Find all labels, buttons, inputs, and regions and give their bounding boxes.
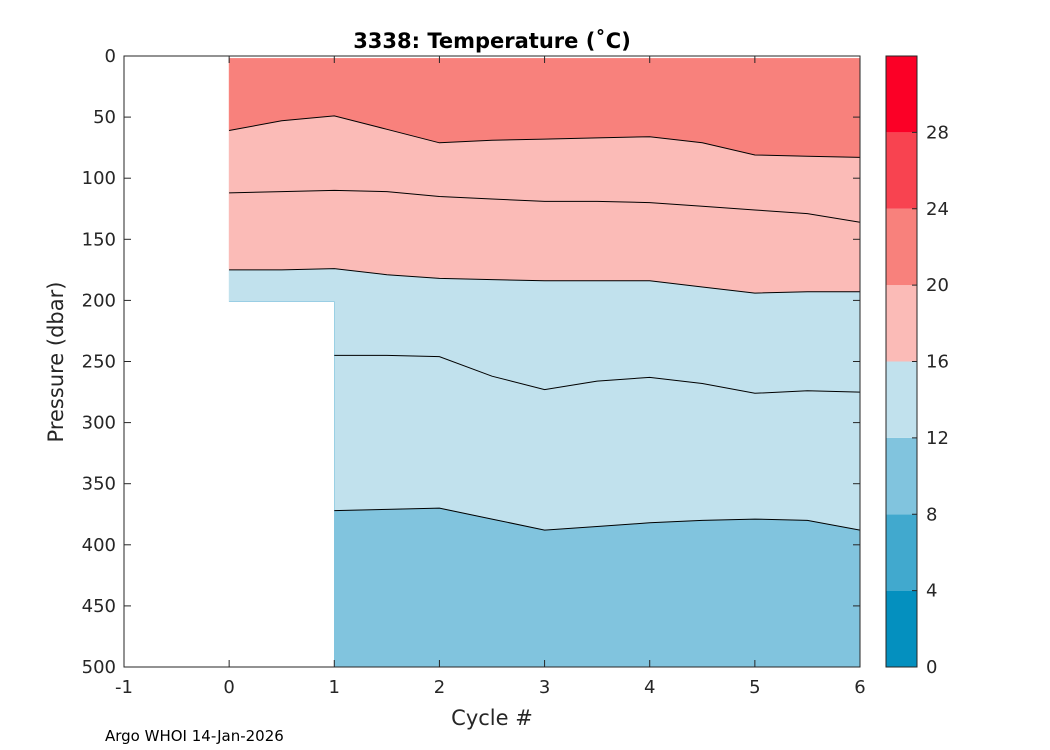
y-tick-label: 250 [82,352,116,373]
y-tick-label: 100 [82,168,116,189]
y-tick-label: 0 [105,46,116,67]
x-tick-label: 3 [539,677,550,698]
colorbar-tick-label: 20 [926,275,949,296]
x-tick-label: 4 [644,677,655,698]
x-tick-label: 5 [749,677,760,698]
y-axis: 0 50 100 150 200 250 300 350 400 450 500 [82,46,860,678]
x-axis-label: Cycle # [451,706,533,730]
x-tick-label: 0 [223,677,234,698]
colorbar-tick-label: 4 [926,581,937,602]
colorbar-tick-label: 28 [926,122,949,143]
x-tick-label: -1 [115,677,133,698]
y-tick-label: 350 [82,474,116,495]
x-tick-label: 2 [434,677,445,698]
colorbar-tick-label: 8 [926,504,937,525]
y-axis-label: Pressure (dbar) [44,282,68,443]
isotherm-lines [229,115,861,531]
x-tick-label: 6 [854,677,865,698]
isotherm-16 [229,189,861,223]
colorbar-swatch-20-24 [886,208,917,286]
colorbar-swatch-4-8 [886,514,917,591]
colorbar-swatch-24-28 [886,132,917,209]
contour-bands [228,58,861,668]
colorbar-swatch-8-12 [886,437,917,515]
chart-title: 3338: Temperature (˚C) [353,29,631,53]
y-tick-label: 300 [82,413,116,434]
x-tick-label: 1 [329,677,340,698]
colorbar-tick-label: 12 [926,428,949,449]
y-tick-label: 200 [82,290,116,311]
colorbar-swatch-12-16 [886,361,917,438]
y-tick-label: 500 [82,657,116,678]
isotherm-10 [334,507,861,531]
isotherm-12 [334,354,861,394]
colorbar-swatch-16-20 [886,285,917,362]
y-tick-label: 150 [82,229,116,250]
isotherm-14 [229,268,860,294]
colorbar: 0 4 8 12 16 20 24 28 [885,55,949,678]
y-tick-label: 50 [93,107,116,128]
isotherm-20 [229,115,861,158]
colorbar-tick-label: 0 [926,657,937,678]
colorbar-swatch-28-32 [886,56,917,133]
y-tick-label: 400 [82,535,116,556]
x-axis: -1 0 1 2 3 4 5 6 [115,56,866,698]
y-tick-label: 450 [82,596,116,617]
colorbar-tick-label: 24 [926,199,949,220]
colorbar-swatch-0-4 [886,590,917,667]
colorbar-tick-label: 16 [926,352,949,373]
footer-credit: Argo WHOI 14-Jan-2026 [105,727,284,745]
